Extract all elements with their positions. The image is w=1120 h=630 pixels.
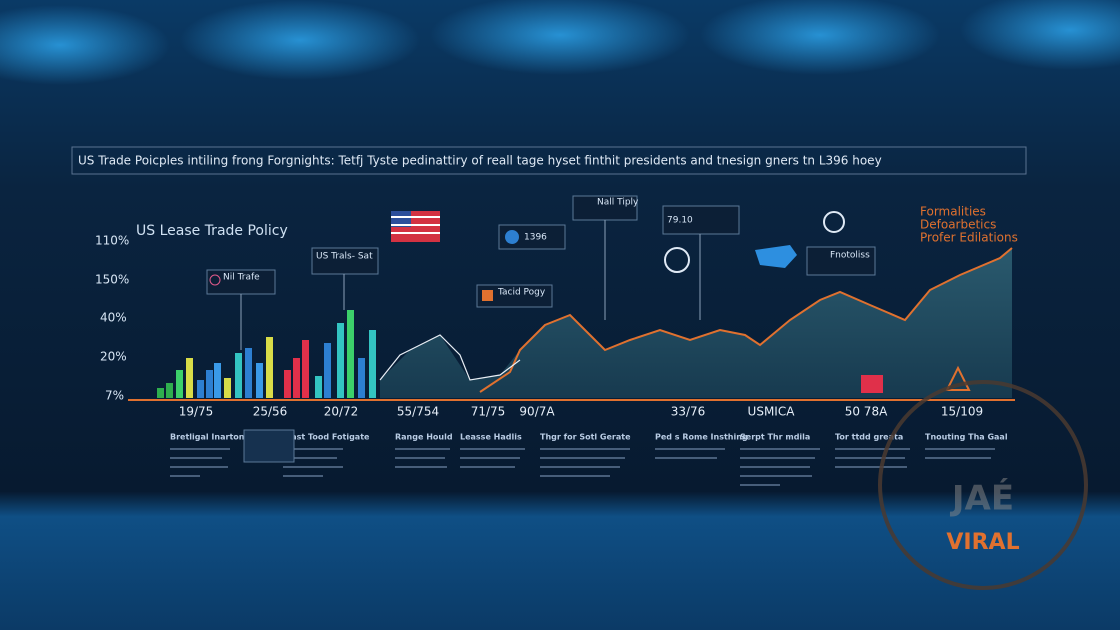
column-title: Fiast Tood Fotigate: [283, 433, 370, 442]
trend-line: [479, 247, 1013, 393]
x-labels: 19/75 25/56 20/72 55/754 71/75 90/7A 33/…: [179, 405, 983, 419]
callout-text: Nil Trafe: [223, 273, 260, 283]
column-title: Tor ttdd greata: [835, 433, 903, 442]
header-box: [71, 146, 1027, 175]
corner-label: Profer Edilations: [920, 231, 1018, 245]
x-label: USMICA: [748, 405, 796, 419]
columns: Bretligal Inarton Fiast Tood Fotigate Ra…: [170, 429, 1008, 486]
area: [380, 248, 1012, 398]
column-title: Serpt Thr mdila: [740, 433, 810, 442]
callout-text: Nall Tiply: [597, 198, 639, 208]
x-label: 20/72: [324, 405, 359, 419]
watermark: JAÉ VIRAL: [878, 380, 1088, 590]
y-label: 150%: [95, 273, 129, 287]
x-label: 55/754: [397, 405, 439, 419]
callouts: Nil Trafe US Trals- Sat 1396 Tacid Pogy …: [206, 195, 1018, 393]
bars: [157, 310, 376, 398]
column-title: Tnouting Tha Gaal: [925, 433, 1008, 442]
y-label: 40%: [100, 311, 127, 325]
watermark-text: VIRAL: [946, 530, 1019, 555]
corner-label: Formalities: [920, 205, 986, 219]
y-labels: 110% 150% 40% 20% 7%: [95, 234, 129, 403]
x-label: 15/109: [941, 405, 983, 419]
x-label: 71/75: [471, 405, 506, 419]
y-label: 7%: [105, 389, 124, 403]
spotlights: [0, 0, 1120, 85]
callout-text: US Trals- Sat: [316, 252, 373, 262]
x-label: 19/75: [179, 405, 214, 419]
callout-text: 1396: [524, 233, 547, 243]
header-title: US Trade Poicples intiling frong Forgnig…: [78, 154, 882, 168]
callout-text: Tacid Pogy: [497, 288, 546, 298]
x-label: 90/7A: [519, 405, 555, 419]
x-label: 25/56: [253, 405, 288, 419]
column-title: Thgr for Sotl Gerate: [540, 433, 631, 442]
x-label: 50 78A: [845, 405, 888, 419]
corner-label: Defoarbetics: [920, 218, 996, 232]
y-label: 110%: [95, 234, 129, 248]
column-title: Bretligal Inarton: [170, 433, 245, 442]
callout-text: 79.10: [667, 216, 693, 226]
x-label: 33/76: [671, 405, 706, 419]
callout-text: Fnotoliss: [830, 251, 870, 261]
chart-title: US Lease Trade Policy: [136, 223, 288, 239]
column-title: Leasse Hadlis: [460, 433, 522, 442]
watermark-text: JAÉ: [950, 478, 1014, 519]
white-line: [379, 334, 521, 381]
column-title: Ped s Rome Insthing: [655, 433, 748, 442]
column-title: Range Hould: [395, 433, 453, 442]
y-label: 20%: [100, 350, 127, 364]
